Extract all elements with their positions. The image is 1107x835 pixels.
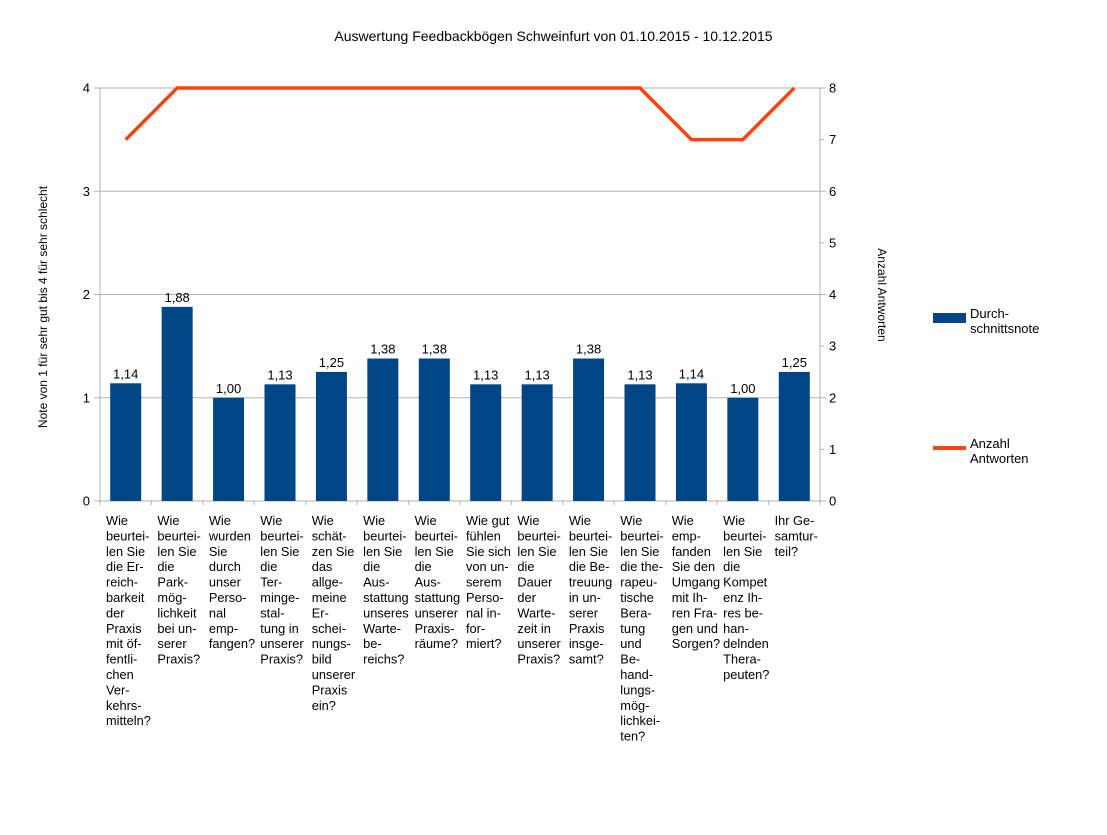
bar-value-label-1: 1,14 xyxy=(113,366,138,381)
left-axis-tick-label: 1 xyxy=(83,390,90,405)
right-axis-tick-label: 7 xyxy=(829,132,836,147)
line-series-swatch-icon xyxy=(933,446,966,450)
category-label-3: Wie wurden Sie durch unser Perso-nal emp-fange… xyxy=(208,513,255,651)
bar-value-label-10: 1,38 xyxy=(576,342,601,357)
right-axis-tick-label: 8 xyxy=(829,81,836,96)
bar-value-label-13: 1,00 xyxy=(730,381,755,396)
right-axis-title: Anzahl Antworten xyxy=(875,248,889,342)
category-label-5: Wie schät-zen Sie das allge-meine Er-schei-n… xyxy=(312,513,356,713)
bar-value-label-9: 1,13 xyxy=(524,367,549,382)
bar-3 xyxy=(213,397,245,501)
category-label-4: Wie beurtei-len Sie die Ter-minge-stal-tung… xyxy=(260,513,304,667)
bar-4 xyxy=(264,384,296,501)
category-label-13: Wie beurtei-len Sie die Kompet enz Ih-res be… xyxy=(723,513,769,682)
bar-9 xyxy=(521,384,553,501)
left-axis-tick-label: 4 xyxy=(83,81,90,96)
category-label-10: Wie beurtei-len Sie die Be-treuung in un-se… xyxy=(569,513,612,667)
bar-value-label-6: 1,38 xyxy=(370,342,395,357)
bar-value-label-12: 1,14 xyxy=(679,366,704,381)
bar-value-label-2: 1,88 xyxy=(164,290,189,305)
legend-label-answer-count: Anzahl Antworten xyxy=(970,436,1029,466)
answers-line xyxy=(124,86,796,142)
right-axis-tick-label: 4 xyxy=(829,287,836,302)
category-label-7: Wie beurtei-len Sie die Aus-stattung unserer… xyxy=(415,513,461,651)
right-axis-tick-label: 2 xyxy=(829,390,836,405)
bar-5 xyxy=(315,371,347,501)
chart-title: Auswertung Feedbackbögen Schweinfurt von… xyxy=(334,28,773,44)
right-axis-tick-label: 3 xyxy=(829,339,836,354)
right-axis-tick-label: 5 xyxy=(829,235,836,250)
bar-11 xyxy=(624,384,656,501)
bar-10 xyxy=(573,358,605,501)
category-label-12: Wie emp-fanden Sie den Umgang mit Ih-ren Fra… xyxy=(672,513,720,651)
bar-2 xyxy=(161,306,193,501)
bar-1 xyxy=(110,383,142,501)
left-axis-tick-label: 3 xyxy=(83,184,90,199)
bar-value-label-8: 1,13 xyxy=(473,367,498,382)
category-label-1: Wie beurtei-len Sie die Er-reich-barkeit de… xyxy=(106,513,151,728)
bar-8 xyxy=(470,384,502,501)
bar-14 xyxy=(778,371,810,501)
bar-value-label-3: 1,00 xyxy=(216,381,241,396)
category-label-6: Wie beurtei-len Sie die Aus-stattung unseres… xyxy=(363,513,409,667)
category-label-9: Wie beurtei-len Sie die Dauer der Warte-zeit … xyxy=(517,513,561,667)
bar-value-label-4: 1,13 xyxy=(267,367,292,382)
bar-value-label-5: 1,25 xyxy=(319,355,344,370)
left-axis-tick-label: 0 xyxy=(83,494,90,509)
category-label-14: Ihr Ge-samtur-teil? xyxy=(775,513,818,559)
category-label-8: Wie gut fühlen Sie sich von un-serem Perso-n… xyxy=(466,513,511,651)
right-axis-tick-label: 6 xyxy=(829,184,836,199)
bar-7 xyxy=(418,358,450,501)
bar-value-label-7: 1,38 xyxy=(422,342,447,357)
bar-series-swatch-icon xyxy=(933,313,966,323)
left-axis-tick-label: 2 xyxy=(83,287,90,302)
legend-label-average-grade: Durch- schnittsnote xyxy=(970,306,1040,336)
bar-value-label-11: 1,13 xyxy=(627,367,652,382)
bar-6 xyxy=(367,358,399,501)
category-label-11: Wie beurtei-len Sie die the-rapeu-tische Be… xyxy=(620,513,663,744)
left-axis-title: Note von 1 für sehr gut bis 4 für sehr s… xyxy=(36,185,50,429)
bar-value-label-14: 1,25 xyxy=(782,355,807,370)
right-axis-tick-label: 1 xyxy=(829,442,836,457)
category-label-2: Wie beurtei-len Sie die Park-mög-lichkeit be… xyxy=(157,513,200,667)
bar-13 xyxy=(727,397,759,501)
right-axis-tick-label: 0 xyxy=(829,494,836,509)
bar-12 xyxy=(675,383,707,501)
